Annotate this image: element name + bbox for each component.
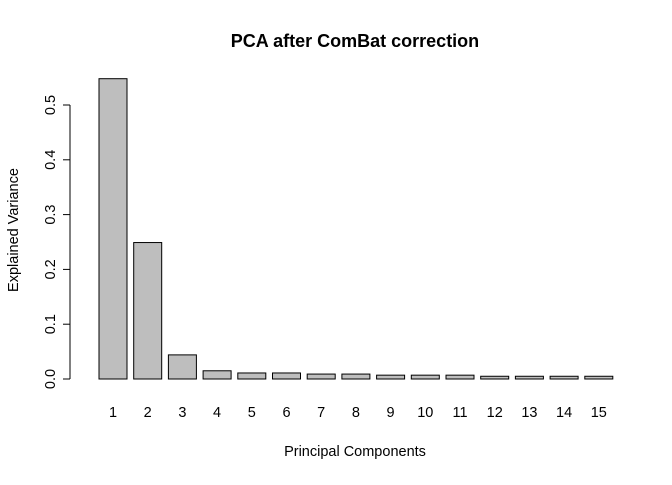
y-tick-label: 0.1 (43, 314, 59, 334)
x-tick-label: 5 (248, 405, 256, 421)
x-tick-label: 6 (282, 405, 290, 421)
x-axis-label: Principal Components (284, 444, 426, 460)
x-tick-label: 12 (487, 405, 503, 421)
x-tick-label: 4 (213, 405, 221, 421)
x-tick-label: 2 (144, 405, 152, 421)
bar (584, 375, 614, 380)
x-tick-label: 14 (556, 405, 572, 421)
x-tick-label: 1 (109, 405, 117, 421)
bar (272, 372, 301, 380)
x-tick-label: 3 (178, 405, 186, 421)
bar (410, 374, 440, 380)
bar (306, 373, 336, 380)
bar (376, 374, 406, 380)
bar (202, 370, 232, 380)
x-tick-label: 10 (417, 405, 433, 421)
bar (237, 372, 267, 380)
x-tick-label: 11 (452, 405, 467, 421)
y-tick-label: 0.0 (43, 369, 59, 389)
y-axis-label: Explained Variance (6, 168, 22, 292)
y-tick-label: 0.4 (43, 150, 59, 170)
chart-title: PCA after ComBat correction (231, 31, 479, 51)
x-tick-label: 13 (521, 405, 537, 421)
x-tick-label: 8 (352, 405, 360, 421)
bars-group (98, 78, 614, 380)
x-tick-label: 7 (317, 405, 325, 421)
y-tick-label: 0.2 (43, 259, 59, 279)
bar (445, 374, 475, 380)
bar (341, 373, 371, 380)
bar (514, 375, 544, 380)
bar (133, 242, 163, 380)
y-tick-label: 0.5 (43, 95, 59, 115)
bar (480, 375, 510, 380)
x-tick-label: 9 (387, 405, 395, 421)
bar (98, 78, 128, 380)
x-tick-labels: 1 2 3 4 5 6 7 8 9 10 11 12 13 14 15 (109, 405, 607, 421)
x-tick-label: 15 (591, 405, 607, 421)
y-axis: 0.0 0.1 0.2 0.3 0.4 0.5 (43, 95, 71, 389)
y-tick-label: 0.3 (43, 205, 59, 225)
bar (549, 375, 579, 380)
bar (167, 354, 197, 380)
